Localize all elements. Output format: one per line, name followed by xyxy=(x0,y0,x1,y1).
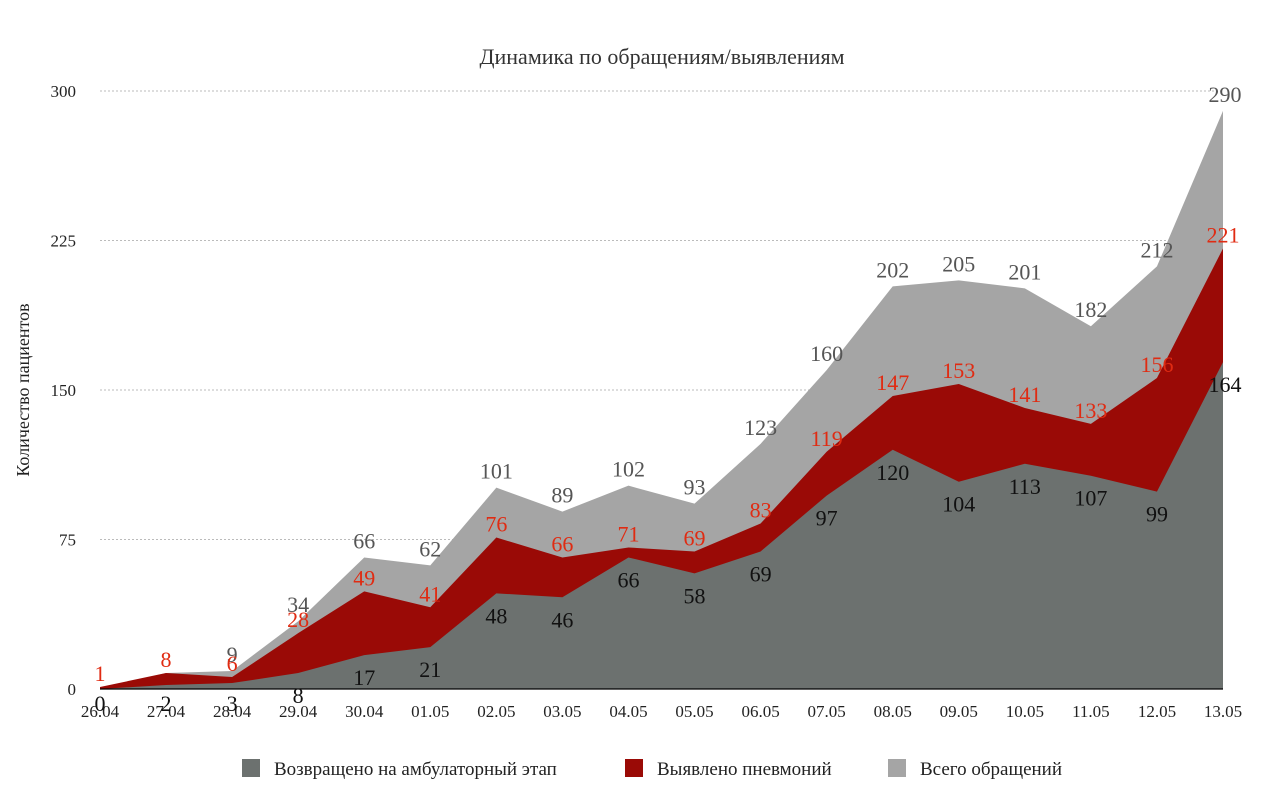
data-label-total: 9 xyxy=(227,642,238,667)
legend-swatch xyxy=(888,759,906,777)
data-label-pneumonia: 76 xyxy=(485,512,507,537)
area-series xyxy=(100,110,1223,690)
data-label-returned: 104 xyxy=(942,492,975,517)
data-label-returned: 107 xyxy=(1074,486,1107,511)
data-label-returned: 0 xyxy=(95,691,106,716)
legend-label: Выявлено пневмоний xyxy=(657,759,832,780)
y-tick-label: 225 xyxy=(51,232,77,251)
y-tick-labels: 0 75 150 225 300 xyxy=(51,82,77,699)
data-label-pneumonia: 1 xyxy=(95,661,106,686)
data-label-returned: 17 xyxy=(353,665,375,690)
x-tick-label: 28.04 xyxy=(213,702,252,721)
data-label-returned: 58 xyxy=(684,583,706,608)
data-label-returned: 8 xyxy=(293,683,304,708)
data-label-returned: 113 xyxy=(1009,474,1041,499)
x-tick-label: 06.05 xyxy=(741,702,779,721)
data-label-returned: 120 xyxy=(876,460,909,485)
y-tick-label: 300 xyxy=(51,82,77,101)
x-tick-label: 01.05 xyxy=(411,702,449,721)
data-label-pneumonia: 69 xyxy=(684,525,706,550)
data-label-pneumonia: 133 xyxy=(1074,398,1107,423)
data-label-total: 93 xyxy=(684,475,706,500)
x-tick-label: 26.04 xyxy=(81,702,120,721)
x-tick-label: 07.05 xyxy=(808,702,846,721)
data-label-pneumonia: 41 xyxy=(419,581,441,606)
y-tick-label: 150 xyxy=(51,381,77,400)
data-label-total: 160 xyxy=(810,341,843,366)
x-tick-label: 12.05 xyxy=(1138,702,1176,721)
legend-swatch xyxy=(242,759,260,777)
legend-swatch xyxy=(625,759,643,777)
data-label-pneumonia: 49 xyxy=(353,565,375,590)
y-tick-label: 75 xyxy=(59,531,76,550)
x-tick-label: 10.05 xyxy=(1006,702,1044,721)
data-label-pneumonia: 28 xyxy=(287,607,309,632)
data-label-pneumonia: 6 xyxy=(227,651,238,676)
data-label-returned: 21 xyxy=(419,657,441,682)
data-label-total: 205 xyxy=(942,251,975,276)
data-label-returned: 48 xyxy=(485,603,507,628)
data-label-pneumonia: 147 xyxy=(876,370,909,395)
data-label-total: 290 xyxy=(1209,82,1242,107)
data-label-total: 62 xyxy=(419,536,441,561)
legend: Возвращено на амбулаторный этап Выявлено … xyxy=(242,759,1062,780)
data-label-returned: 66 xyxy=(617,567,639,592)
x-tick-label: 13.05 xyxy=(1204,702,1242,721)
y-tick-label: 0 xyxy=(68,680,77,699)
data-label-pneumonia: 153 xyxy=(942,358,975,383)
data-label-pneumonia: 156 xyxy=(1140,352,1173,377)
x-tick-labels: 26.04 27.04 28.04 29.04 30.04 01.05 02.05 03.05… xyxy=(81,702,1242,721)
data-label-returned: 164 xyxy=(1209,372,1242,397)
area-series-2 xyxy=(100,362,1223,689)
x-tick-label: 02.05 xyxy=(477,702,515,721)
x-tick-label: 27.04 xyxy=(147,702,186,721)
data-label-total: 34 xyxy=(287,592,309,617)
data-label-total: 89 xyxy=(551,483,573,508)
legend-label: Всего обращений xyxy=(920,759,1062,780)
data-label-pneumonia: 221 xyxy=(1207,222,1240,247)
data-label-returned: 46 xyxy=(551,607,573,632)
data-label-total: 123 xyxy=(744,415,777,440)
data-label-returned: 69 xyxy=(750,561,772,586)
x-tick-label: 05.05 xyxy=(675,702,713,721)
data-label-returned: 2 xyxy=(161,691,172,716)
data-label-returned: 99 xyxy=(1146,502,1168,527)
x-tick-label: 30.04 xyxy=(345,702,384,721)
data-label-total: 66 xyxy=(353,528,375,553)
data-label-total: 182 xyxy=(1074,297,1107,322)
data-label-returned: 3 xyxy=(227,691,238,716)
x-tick-label: 09.05 xyxy=(940,702,978,721)
x-tick-label: 04.05 xyxy=(609,702,647,721)
chart-title: Динамика по обращениям/выявлениям xyxy=(480,44,845,69)
data-label-total: 201 xyxy=(1008,259,1041,284)
data-label-total: 202 xyxy=(876,257,909,282)
data-label-pneumonia: 71 xyxy=(617,521,639,546)
x-tick-label: 11.05 xyxy=(1072,702,1110,721)
data-label-pneumonia: 119 xyxy=(811,426,843,451)
y-axis-label: Количество пациентов xyxy=(13,303,33,476)
data-label-total: 212 xyxy=(1140,237,1173,262)
legend-label: Возвращено на амбулаторный этап xyxy=(274,759,557,780)
data-label-total: 101 xyxy=(480,459,513,484)
data-label-total: 102 xyxy=(612,457,645,482)
data-label-pneumonia: 83 xyxy=(750,498,772,523)
x-tick-label: 03.05 xyxy=(543,702,581,721)
x-tick-label: 08.05 xyxy=(874,702,912,721)
data-label-pneumonia: 8 xyxy=(161,647,172,672)
data-label-pneumonia: 66 xyxy=(551,531,573,556)
data-label-returned: 97 xyxy=(816,506,838,531)
x-tick-label: 29.04 xyxy=(279,702,318,721)
data-label-pneumonia: 141 xyxy=(1008,382,1041,407)
